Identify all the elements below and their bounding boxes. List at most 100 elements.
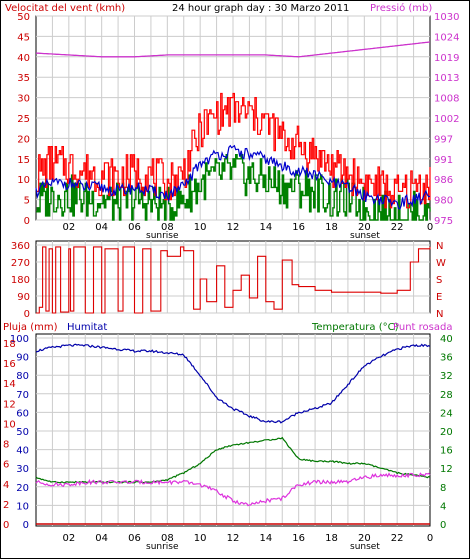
pressure-tick-label: 1019: [434, 53, 459, 64]
humidity-tick-label: 70: [16, 390, 29, 401]
sunrise-label-1: sunrise: [146, 231, 179, 241]
wind-direction-series: [36, 246, 431, 314]
wind-speed-tick-label: 50: [17, 12, 30, 23]
direction-degree-tick-label: 360: [11, 241, 30, 252]
compass-tick-label: W: [436, 258, 446, 269]
hour-tick-label: 04: [95, 533, 108, 544]
hour-tick-label: 12: [227, 533, 240, 544]
hour-tick-label: 22: [391, 533, 404, 544]
hour-tick-label: 16: [292, 533, 305, 544]
hour-tick-label: 16: [292, 222, 305, 233]
temperature-tick-label: 28: [440, 390, 453, 401]
hour-tick-label: 12: [227, 222, 240, 233]
rain-title: Pluja (mm): [3, 322, 58, 333]
wind-speed-tick-label: 10: [17, 175, 30, 186]
rain-tick-label: 10: [3, 419, 16, 430]
compass-tick-label: S: [436, 275, 442, 286]
temperature-tick-label: 8: [440, 483, 446, 494]
pressure-title: Pressió (mb): [370, 2, 432, 14]
humidity-tick-label: 40: [16, 446, 29, 457]
hour-tick-label: 08: [161, 533, 174, 544]
rain-tick-label: 2: [3, 500, 9, 511]
humidity-tick-label: 80: [16, 371, 29, 382]
temperature-tick-label: 4: [440, 501, 446, 512]
hour-tick-label: 22: [391, 222, 404, 233]
pressure-tick-label: 1002: [434, 114, 459, 125]
wind-speed-tick-label: 0: [24, 216, 30, 227]
humidity-tick-label: 30: [16, 464, 29, 475]
sunrise-label-3: sunrise: [146, 542, 179, 552]
pressure-tick-label: 1013: [434, 73, 459, 84]
hour-tick-label: 14: [259, 222, 272, 233]
chart-date-title: 24 hour graph day : 30 Marzo 2011: [172, 3, 349, 14]
humidity-tick-label: 0: [23, 520, 29, 531]
temperature-tick-label: 0: [440, 520, 446, 531]
rain-humidity-temp-panel: Pluja (mm) Humitat Temperatura (°C) Punt…: [3, 322, 453, 552]
rain-tick-label: 0: [3, 520, 9, 531]
hour-tick-label: 02: [62, 533, 75, 544]
humidity-tick-label: 60: [16, 408, 29, 419]
temperature-tick-label: 32: [440, 371, 453, 382]
wind-speed-tick-label: 5: [24, 196, 30, 207]
direction-degree-tick-label: 180: [11, 275, 30, 286]
rain-tick-label: 8: [3, 440, 9, 451]
pressure-tick-label: 986: [434, 175, 453, 186]
humidity-tick-label: 50: [16, 427, 29, 438]
hour-tick-label: 20: [358, 222, 371, 233]
compass-tick-label: N: [436, 309, 443, 320]
pressure-tick-label: 980: [434, 196, 453, 207]
rain-tick-label: 6: [3, 460, 9, 471]
direction-degree-tick-label: 0: [24, 309, 30, 320]
wind-pressure-panel: Velocitat del vent (kmh) 24 hour graph d…: [5, 2, 459, 241]
humidity-title: Humitat: [67, 322, 107, 333]
wind-speed-tick-label: 35: [17, 73, 30, 84]
pressure-tick-label: 1008: [434, 94, 459, 105]
wind-speed-tick-label: 40: [17, 53, 30, 64]
humidity-series: [35, 343, 431, 424]
hour-tick-label: 02: [62, 222, 75, 233]
hour-tick-label: 14: [259, 533, 272, 544]
direction-degree-tick-label: 270: [11, 258, 30, 269]
temperature-tick-label: 20: [440, 427, 453, 438]
hour-tick-label: 10: [194, 533, 207, 544]
hour-tick-label: 06: [128, 533, 141, 544]
wind-speed-tick-label: 20: [17, 134, 30, 145]
compass-tick-label: N: [436, 241, 443, 252]
wind-speed-tick-label: 30: [17, 94, 30, 105]
pressure-tick-label: 1024: [434, 32, 459, 43]
pressure-tick-label: 975: [434, 216, 453, 227]
hour-tick-label: 10: [194, 222, 207, 233]
humidity-tick-label: 10: [16, 501, 29, 512]
rain-tick-label: 4: [3, 480, 9, 491]
wind-avg-series: [35, 144, 431, 210]
rain-tick-label: 14: [3, 379, 16, 390]
wind-gust-series: [36, 92, 431, 209]
direction-degree-tick-label: 90: [17, 292, 30, 303]
temperature-tick-label: 12: [440, 464, 453, 475]
rain-tick-label: 12: [3, 399, 16, 410]
hour-tick-label: 18: [325, 222, 338, 233]
rain-tick-label: 16: [3, 359, 16, 370]
dew-point-title: Punt rosada: [393, 322, 452, 333]
wind-speed-tick-label: 25: [17, 114, 30, 125]
pressure-tick-label: 997: [434, 134, 453, 145]
hour-tick-label: 04: [95, 222, 108, 233]
hour-tick-label: 08: [161, 222, 174, 233]
rain-tick-label: 18: [3, 339, 16, 350]
temperature-tick-label: 24: [440, 408, 453, 419]
pressure-tick-label: 991: [434, 155, 453, 166]
temperature-tick-label: 40: [440, 334, 453, 345]
dew-point-series: [35, 472, 431, 507]
wind-low-series: [36, 154, 431, 221]
wind-speed-tick-label: 15: [17, 155, 30, 166]
pressure-series: [35, 41, 431, 58]
pressure-tick-label: 1030: [434, 12, 459, 23]
wind-speed-tick-label: 45: [17, 32, 30, 43]
compass-tick-label: E: [436, 292, 442, 303]
hour-tick-label: 0: [427, 222, 433, 233]
humidity-tick-label: 100: [10, 334, 29, 345]
temperature-tick-label: 36: [440, 353, 453, 364]
humidity-tick-label: 90: [16, 353, 29, 364]
